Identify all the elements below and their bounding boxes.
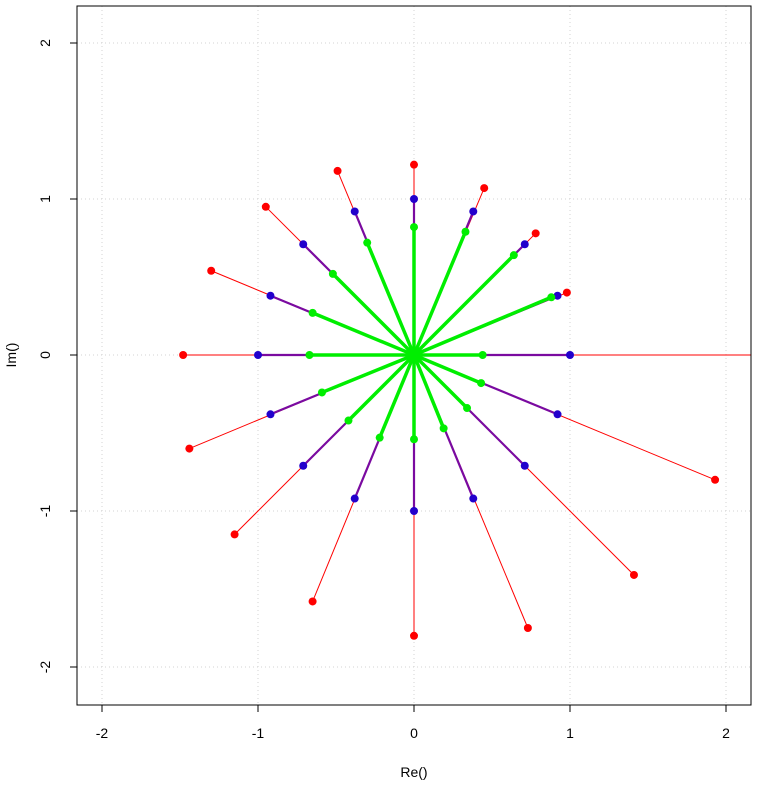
blue-point xyxy=(299,240,308,249)
green-point xyxy=(410,435,418,444)
green-segment xyxy=(412,353,469,410)
green-point xyxy=(461,227,470,236)
red-point xyxy=(531,229,540,238)
series-points xyxy=(179,160,720,640)
blue-point xyxy=(553,291,562,300)
axes: -2 -1 0 1 2 -2 -1 0 1 2 xyxy=(37,39,730,741)
blue-point xyxy=(566,351,574,359)
red-point xyxy=(333,166,342,175)
blue-point xyxy=(469,494,478,503)
blue-point xyxy=(410,195,418,203)
red-point xyxy=(185,444,194,453)
series-lines xyxy=(183,164,751,636)
blue-point xyxy=(520,461,529,470)
green-segment xyxy=(331,272,416,357)
red-point xyxy=(207,266,216,275)
green-point xyxy=(509,251,518,260)
blue-point xyxy=(254,351,262,359)
green-point xyxy=(317,388,326,397)
x-tick-label: 2 xyxy=(722,725,730,741)
green-point xyxy=(463,404,472,413)
x-tick-label: 0 xyxy=(410,725,418,741)
green-segment xyxy=(310,311,416,357)
green-point xyxy=(305,351,314,359)
x-tick-label: -1 xyxy=(252,725,265,741)
blue-point xyxy=(266,410,275,419)
blue-point xyxy=(350,207,359,216)
y-axis-title: Im() xyxy=(3,343,19,368)
green-point xyxy=(439,424,448,433)
red-point xyxy=(410,160,418,169)
green-point xyxy=(478,351,487,359)
green-point xyxy=(410,223,418,232)
x-tick-label: 1 xyxy=(566,725,574,741)
x-tick-label: -2 xyxy=(96,725,109,741)
red-point xyxy=(261,202,270,211)
red-point xyxy=(410,631,418,640)
blue-point xyxy=(410,507,418,515)
green-segment xyxy=(412,353,483,385)
blue-point xyxy=(350,494,359,503)
green-point xyxy=(344,416,353,425)
green-segment xyxy=(412,295,554,357)
red-point xyxy=(230,530,239,539)
green-point xyxy=(308,308,317,317)
green-point xyxy=(328,269,337,278)
red-point xyxy=(179,351,188,359)
blue-point xyxy=(520,240,529,249)
origin-point xyxy=(409,350,419,360)
y-tick-label: -1 xyxy=(37,505,53,518)
green-segment xyxy=(377,353,416,440)
blue-point xyxy=(299,461,308,470)
green-segment xyxy=(412,353,446,431)
red-point xyxy=(308,597,317,606)
green-segment xyxy=(412,230,468,357)
green-point xyxy=(363,238,372,247)
green-point xyxy=(547,293,556,302)
x-axis-title: Re() xyxy=(400,764,427,780)
blue-point xyxy=(266,291,275,300)
y-tick-label: 2 xyxy=(37,39,53,47)
blue-point xyxy=(469,207,478,216)
y-tick-label: 1 xyxy=(37,195,53,203)
blue-point xyxy=(553,410,562,419)
red-point xyxy=(562,288,571,297)
green-segment xyxy=(346,353,416,423)
green-point xyxy=(375,433,384,442)
red-point xyxy=(711,475,720,484)
y-tick-label: 0 xyxy=(37,351,53,359)
red-point xyxy=(480,184,489,193)
green-segment xyxy=(365,240,416,357)
y-tick-label: -2 xyxy=(37,661,53,674)
red-point xyxy=(523,624,532,632)
green-segment xyxy=(320,353,416,395)
green-point xyxy=(477,379,486,388)
green-segment xyxy=(412,253,516,357)
red-point xyxy=(629,570,638,579)
